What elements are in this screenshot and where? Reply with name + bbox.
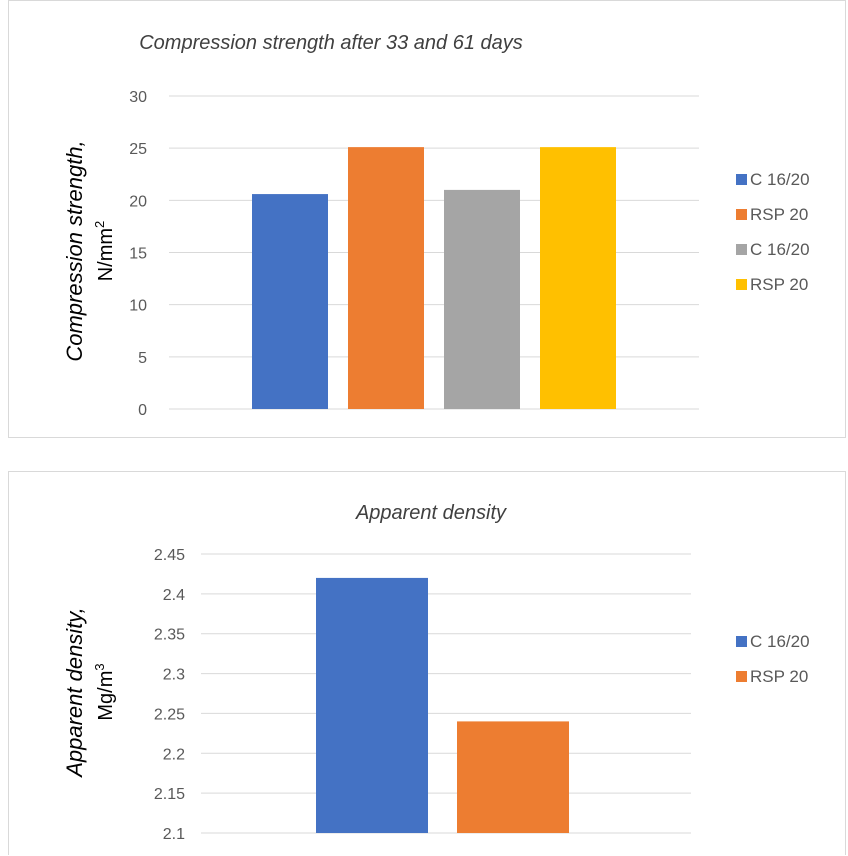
legend-label: RSP 20 xyxy=(750,205,808,224)
legend-label: C 16/20 xyxy=(750,240,810,259)
legend-swatch xyxy=(736,671,747,682)
legend-swatch xyxy=(736,244,747,255)
y-tick-label: 2.25 xyxy=(154,706,185,723)
y-tick-label: 2.45 xyxy=(154,547,185,564)
y-tick-label: 2.1 xyxy=(163,826,185,843)
bar-3 xyxy=(444,189,520,409)
legend-swatch xyxy=(736,209,747,220)
y-axis-label: Apparent density, xyxy=(62,607,87,779)
y-tick-label: 2.2 xyxy=(163,746,185,763)
legend-label: RSP 20 xyxy=(750,275,808,294)
y-tick-label: 10 xyxy=(129,298,147,315)
y-tick-label: 25 xyxy=(129,141,147,158)
chart-title: Apparent density xyxy=(355,502,507,524)
y-axis-unit: N/mm2 xyxy=(92,221,117,282)
bar-4 xyxy=(540,147,616,409)
y-tick-label: 2.15 xyxy=(154,786,185,803)
y-tick-label: 2.4 xyxy=(163,587,185,604)
compression-strength-svg: Compression strength after 33 and 61 day… xyxy=(62,32,810,419)
y-axis-unit-group: Mg/m3 xyxy=(92,663,117,720)
chart-title: Compression strength after 33 and 61 day… xyxy=(139,32,523,54)
legend-swatch xyxy=(736,174,747,185)
apparent-density-chart: Apparent density 2.1 2.15 2.2 2.25 2.3 2.35 2.4… xyxy=(8,471,846,855)
y-tick-label: 20 xyxy=(129,193,147,210)
legend-label: C 16/20 xyxy=(750,170,810,189)
legend-label: C 16/20 xyxy=(750,632,810,651)
y-axis-label: Compression strength, xyxy=(62,140,87,361)
bar-1 xyxy=(252,194,328,409)
y-axis-title: Compression strength, xyxy=(62,140,87,361)
y-tick-label: 30 xyxy=(129,89,147,106)
y-tick-label: 15 xyxy=(129,246,147,263)
legend-label: RSP 20 xyxy=(750,667,808,686)
bar-2 xyxy=(457,721,569,833)
legend-swatch xyxy=(736,636,747,647)
bar-2 xyxy=(348,147,424,409)
y-axis-unit-group: N/mm2 xyxy=(92,221,117,282)
y-tick-label: 0 xyxy=(138,402,147,419)
legend-swatch xyxy=(736,279,747,290)
bar-1 xyxy=(316,577,428,833)
y-tick-label: 5 xyxy=(138,350,147,367)
y-tick-label: 2.3 xyxy=(163,667,185,684)
y-tick-label: 2.35 xyxy=(154,627,185,644)
compression-strength-chart: Compression strength after 33 and 61 day… xyxy=(8,0,846,438)
y-axis-title: Apparent density, xyxy=(62,607,87,779)
apparent-density-svg: Apparent density 2.1 2.15 2.2 2.25 2.3 2.35 2.4… xyxy=(62,502,810,843)
y-axis-unit: Mg/m3 xyxy=(92,663,117,720)
